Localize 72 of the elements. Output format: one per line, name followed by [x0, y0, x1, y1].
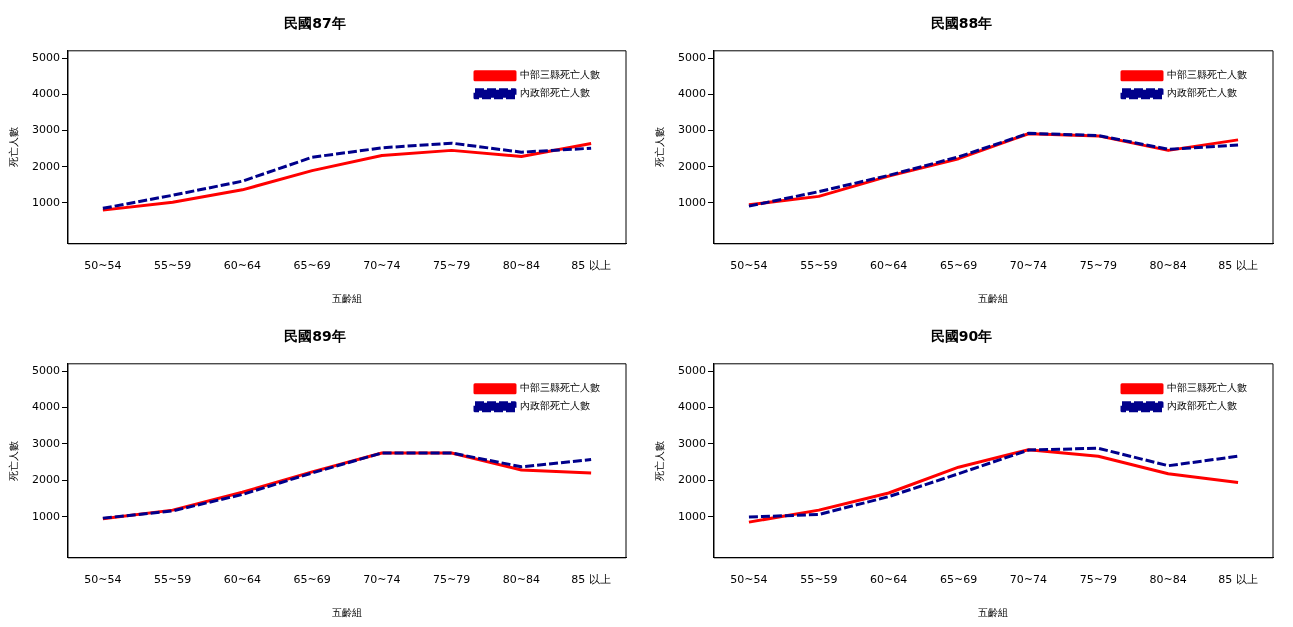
x-tick-label: 70~74	[1009, 573, 1048, 587]
y-tick-label: 1000	[31, 195, 60, 209]
x-tick-label: 55~59	[800, 259, 838, 273]
x-tick-label: 75~79	[1079, 573, 1117, 587]
x-tick-label: 50~54	[84, 259, 122, 273]
legend-label: 內政部死亡人數	[1167, 87, 1237, 99]
legend-label: 內政部死亡人數	[520, 87, 590, 99]
y-tick-label: 1000	[31, 509, 60, 523]
y-axis-title: 死亡人數	[7, 127, 19, 168]
y-axis-title: 死亡人數	[653, 440, 665, 481]
y-tick-label: 3000	[677, 436, 706, 450]
y-tick-label: 3000	[677, 123, 706, 137]
x-tick-label: 80~84	[1149, 259, 1187, 273]
legend-label: 內政部死亡人數	[1167, 400, 1237, 412]
y-tick-label: 1000	[677, 509, 706, 523]
y-tick-label: 3000	[31, 436, 60, 450]
legend-label: 中部三縣死亡人數	[520, 69, 600, 81]
x-tick-label: 60~64	[223, 573, 261, 587]
x-tick-label: 80~84	[502, 573, 540, 587]
y-tick-label: 1000	[677, 195, 706, 209]
y-tick-label: 4000	[677, 400, 706, 414]
x-tick-label: 50~54	[730, 259, 768, 273]
legend-label: 中部三縣死亡人數	[1167, 69, 1247, 81]
x-tick-label: 60~64	[870, 259, 908, 273]
y-tick-label: 4000	[677, 87, 706, 101]
x-tick-label: 65~69	[939, 259, 978, 273]
x-tick-label: 55~59	[800, 573, 838, 587]
x-tick-label: 65~69	[293, 259, 331, 273]
legend-label: 內政部死亡人數	[520, 400, 590, 412]
y-axis-title: 死亡人數	[653, 127, 665, 168]
x-tick-label: 70~74	[363, 573, 401, 587]
legend-label: 中部三縣死亡人數	[520, 382, 600, 394]
x-tick-label: 85 以上	[571, 573, 611, 587]
x-tick-label: 55~59	[154, 573, 192, 587]
x-tick-label: 75~79	[433, 259, 471, 273]
y-tick-label: 4000	[31, 87, 60, 101]
x-tick-label: 50~54	[730, 573, 768, 587]
x-tick-label: 80~84	[502, 259, 540, 273]
x-tick-label: 65~69	[293, 573, 331, 587]
y-tick-label: 2000	[677, 473, 706, 487]
x-axis-title: 五齡組	[978, 606, 1009, 618]
chart-title: 民國88年	[930, 15, 993, 32]
x-tick-label: 85 以上	[1218, 573, 1258, 587]
y-tick-label: 5000	[31, 50, 60, 64]
y-tick-label: 5000	[677, 50, 706, 64]
x-tick-label: 65~69	[939, 573, 978, 587]
x-axis-title: 五齡組	[332, 606, 362, 618]
y-tick-label: 4000	[31, 400, 60, 414]
x-tick-label: 55~59	[154, 259, 192, 273]
y-tick-label: 5000	[677, 363, 706, 377]
chart-title: 民國90年	[930, 328, 993, 345]
y-tick-label: 2000	[677, 159, 706, 173]
x-axis-title: 五齡組	[978, 292, 1009, 304]
x-tick-label: 50~54	[84, 573, 122, 587]
x-tick-label: 85 以上	[1218, 259, 1258, 273]
legend-label: 中部三縣死亡人數	[1167, 382, 1247, 394]
x-tick-label: 85 以上	[571, 259, 611, 273]
x-tick-label: 70~74	[363, 259, 401, 273]
y-tick-label: 3000	[31, 123, 60, 137]
chart-title: 民國87年	[284, 15, 346, 32]
x-tick-label: 75~79	[1079, 259, 1117, 273]
y-axis-title: 死亡人數	[7, 440, 19, 481]
x-tick-label: 80~84	[1149, 573, 1187, 587]
x-tick-label: 75~79	[433, 573, 471, 587]
x-tick-label: 70~74	[1009, 259, 1048, 273]
x-tick-label: 60~64	[223, 259, 261, 273]
y-tick-label: 2000	[31, 159, 60, 173]
x-axis-title: 五齡組	[332, 292, 362, 304]
x-tick-label: 60~64	[870, 573, 908, 587]
chart-title: 民國89年	[284, 328, 346, 345]
y-tick-label: 5000	[31, 363, 60, 377]
y-tick-label: 2000	[31, 473, 60, 487]
